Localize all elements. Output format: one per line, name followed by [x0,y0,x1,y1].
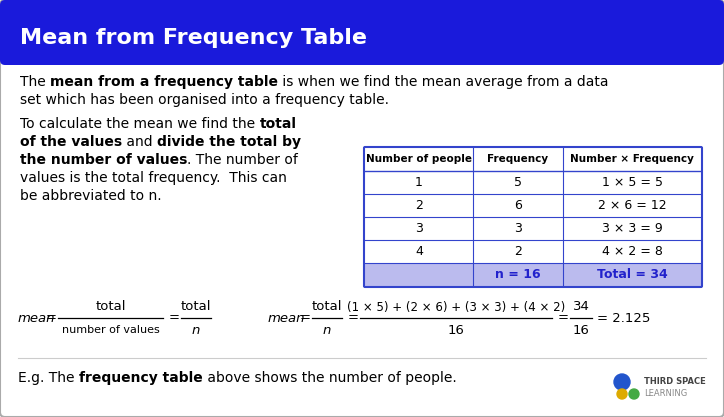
Text: values is the total frequency.  This can: values is the total frequency. This can [20,171,287,185]
Text: LEARNING: LEARNING [644,389,687,397]
Text: mean from a frequency table: mean from a frequency table [50,75,278,89]
Text: 3: 3 [514,222,522,235]
Circle shape [617,389,627,399]
Bar [5,35,719,60]
Text: frequency table: frequency table [79,371,203,385]
Text: 1 × 5 = 5: 1 × 5 = 5 [602,176,662,189]
Text: mean: mean [18,311,56,324]
Text: total: total [181,301,211,314]
Text: n = 16: n = 16 [495,268,541,281]
Text: =: = [348,311,359,324]
Text: 6: 6 [514,199,522,212]
Text: 5: 5 [514,176,522,189]
Text: n: n [192,324,201,337]
Text: 34: 34 [573,301,589,314]
Text: E.g. The: E.g. The [18,371,79,385]
Text: total: total [259,117,297,131]
Text: 4: 4 [415,245,423,258]
Text: be abbreviated to n.: be abbreviated to n. [20,189,161,203]
Text: of the values: of the values [20,135,122,149]
Text: = 2.125: = 2.125 [597,311,650,324]
Text: =: = [558,311,569,324]
Text: and: and [122,135,157,149]
Text: Mean from Frequency Table: Mean from Frequency Table [20,28,367,48]
Text: . The number of: . The number of [188,153,298,167]
Text: n: n [323,324,331,337]
Text: 3: 3 [415,222,423,235]
Text: mean: mean [268,311,306,324]
Bar [365,263,701,286]
Circle shape [614,374,630,390]
Text: 4 × 2 = 8: 4 × 2 = 8 [602,245,662,258]
Text: Number of people: Number of people [366,155,472,164]
Text: Number × Frequency: Number × Frequency [570,155,694,164]
Text: =: = [300,311,311,324]
Text: The: The [20,75,50,89]
Text: above shows the number of people.: above shows the number of people. [203,371,456,385]
Text: divide the total by: divide the total by [157,135,301,149]
Bar [365,148,701,286]
Text: Total = 34: Total = 34 [597,268,668,281]
Text: 2: 2 [415,199,423,212]
Text: 2 × 6 = 12: 2 × 6 = 12 [598,199,666,212]
Text: total: total [96,301,126,314]
Text: total: total [312,301,342,314]
Text: 1: 1 [415,176,423,189]
FancyBboxPatch shape [0,0,724,65]
Text: is when we find the mean average from a data: is when we find the mean average from a … [278,75,609,89]
Text: the number of values: the number of values [20,153,188,167]
Text: =: = [169,311,180,324]
Text: number of values: number of values [62,325,159,335]
Text: 3 × 3 = 9: 3 × 3 = 9 [602,222,662,235]
Text: 16: 16 [573,324,589,337]
Text: Frequency: Frequency [487,155,549,164]
Text: =: = [46,311,57,324]
Circle shape [629,389,639,399]
Text: 16: 16 [447,324,464,337]
Text: (1 × 5) + (2 × 6) + (3 × 3) + (4 × 2): (1 × 5) + (2 × 6) + (3 × 3) + (4 × 2) [347,301,565,314]
Text: THIRD SPACE: THIRD SPACE [644,377,706,385]
Text: 2: 2 [514,245,522,258]
Text: set which has been organised into a frequency table.: set which has been organised into a freq… [20,93,389,107]
Text: To calculate the mean we find the: To calculate the mean we find the [20,117,259,131]
